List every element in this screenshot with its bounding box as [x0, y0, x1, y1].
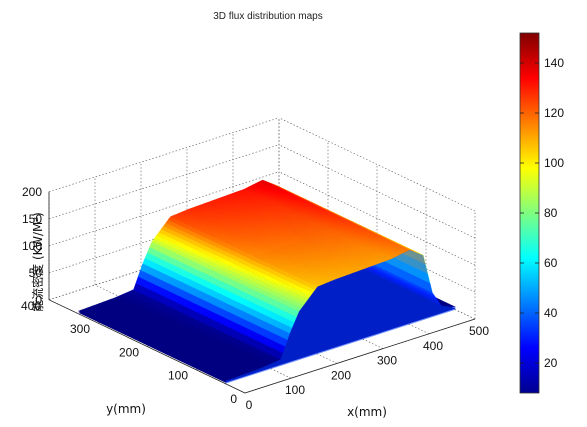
grid-line — [278, 144, 476, 239]
colorbar-tick-label: 100 — [544, 156, 564, 170]
colorbar-tick-label: 40 — [544, 306, 558, 320]
y-axis-label: y(mm) — [106, 402, 146, 416]
z-tick-label: 200 — [22, 185, 42, 199]
y-tick-label: 100 — [168, 369, 188, 383]
x-axis-label: x(mm) — [347, 405, 387, 419]
chart-title: 3D flux distribution maps — [213, 11, 323, 22]
grid-line — [278, 171, 476, 266]
colorbar-tick-label: 20 — [544, 356, 558, 370]
grid-line — [48, 117, 280, 193]
z-axis-label: 能流密度 (KW/M²) — [30, 212, 45, 312]
x-tick-label: 300 — [377, 354, 397, 368]
colorbar-tick-label: 60 — [544, 256, 558, 270]
x-tick-label: 100 — [285, 383, 305, 397]
colorbar: 20 40 60 80 100 120 140 — [519, 32, 564, 394]
y-tick-label: 0 — [230, 392, 237, 406]
x-tick-label: 200 — [331, 368, 351, 382]
colorbar-tick-label: 80 — [544, 206, 558, 220]
colorbar-tick-label: 120 — [544, 106, 564, 120]
y-tick-label: 300 — [70, 322, 90, 336]
x-tick-label: 500 — [469, 324, 489, 338]
surface — [77, 179, 456, 384]
grid-line — [278, 117, 476, 212]
y-tick-label: 200 — [119, 345, 139, 359]
x-tick-label: 400 — [423, 339, 443, 353]
colorbar-tick-label: 140 — [544, 56, 564, 70]
x-tick-label: 0 — [246, 398, 253, 412]
